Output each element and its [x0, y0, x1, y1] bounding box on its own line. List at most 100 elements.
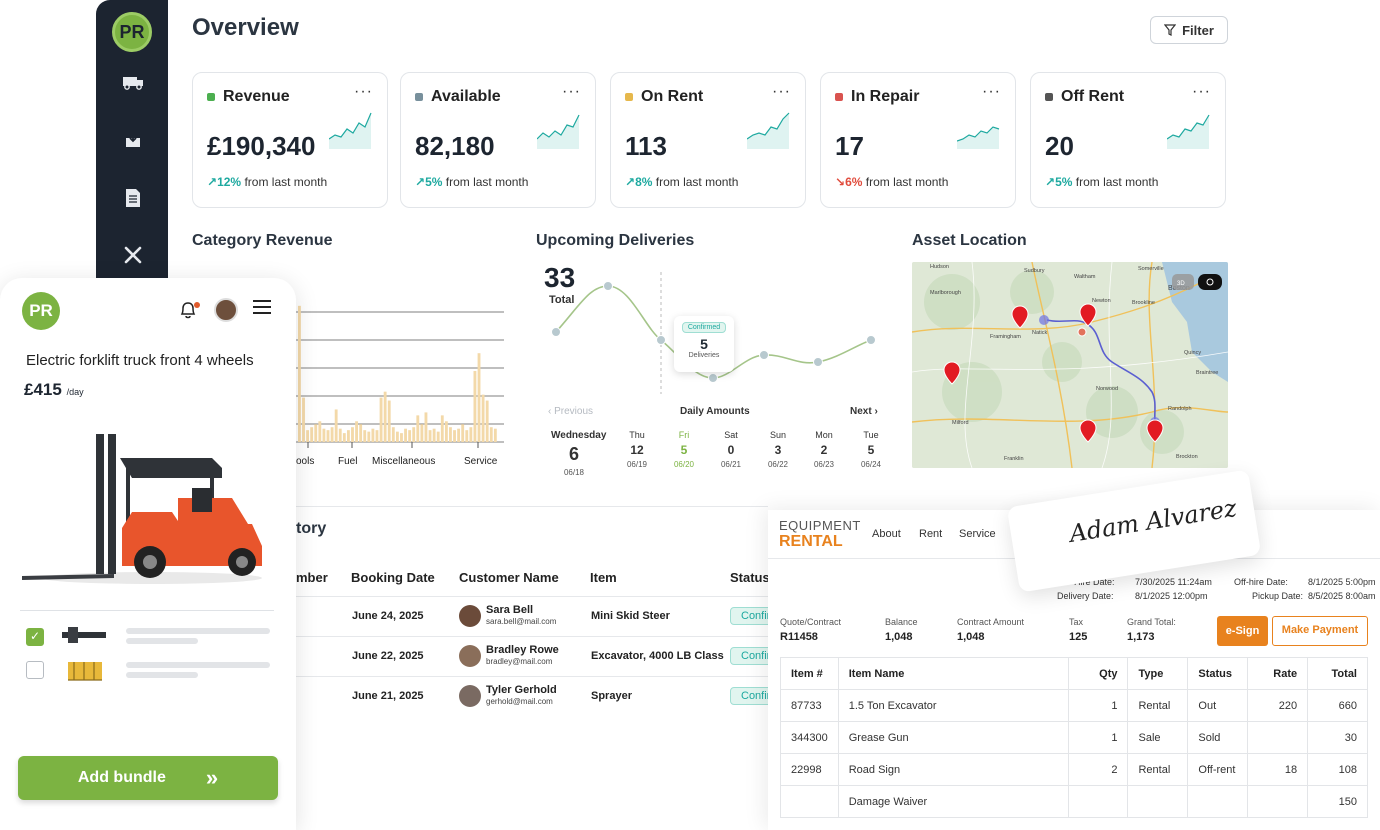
revenue-bar[interactable] [436, 431, 440, 442]
revenue-bar[interactable] [383, 391, 387, 442]
app-logo[interactable]: PR [112, 12, 152, 52]
esign-button[interactable]: e-Sign [1217, 616, 1268, 646]
add-bundle-button[interactable]: Add bundle » [18, 756, 278, 800]
delivery-point[interactable] [866, 335, 876, 345]
col-item[interactable]: Item [590, 570, 617, 585]
map-3d-button[interactable] [1172, 274, 1194, 290]
revenue-bar[interactable] [440, 415, 444, 442]
revenue-bar[interactable] [412, 427, 416, 442]
revenue-bar[interactable] [359, 424, 363, 442]
map-pin-icon[interactable] [1079, 419, 1097, 443]
more-options-icon[interactable]: ··· [982, 83, 1001, 100]
revenue-bar[interactable] [330, 427, 334, 442]
col-rate[interactable]: Rate [1247, 657, 1309, 690]
col-status[interactable]: Status [730, 570, 770, 585]
col-customer-name[interactable]: Customer Name [459, 570, 559, 585]
revenue-bar[interactable] [387, 400, 391, 442]
revenue-bar[interactable] [493, 428, 497, 442]
revenue-bar[interactable] [489, 427, 493, 442]
revenue-bar[interactable] [322, 428, 326, 442]
document-icon[interactable] [122, 188, 144, 208]
stat-card-revenue[interactable]: Revenue ··· £190,340 ↗12% from last month [192, 72, 388, 208]
day-sun[interactable]: Sun 3 06/22 [755, 430, 801, 469]
revenue-bar[interactable] [453, 430, 456, 442]
stat-card-off-rent[interactable]: Off Rent ··· 20 ↗5% from last month [1030, 72, 1226, 208]
previous-link[interactable]: ‹ Previous [548, 406, 594, 417]
revenue-bar[interactable] [395, 431, 399, 442]
day-tue[interactable]: Tue 5 06/24 [848, 430, 894, 469]
table-row[interactable]: Damage Waiver 150 [780, 785, 1368, 818]
download-icon[interactable] [122, 132, 144, 152]
revenue-bar[interactable] [298, 305, 301, 442]
revenue-bar[interactable] [314, 424, 318, 442]
col-qty[interactable]: Qty [1067, 657, 1129, 690]
day-sat[interactable]: Sat 0 06/21 [708, 430, 754, 469]
revenue-bar[interactable] [302, 397, 305, 442]
more-options-icon[interactable]: ··· [354, 83, 373, 100]
mobile-logo[interactable]: PR [22, 292, 60, 330]
delivery-point[interactable] [759, 350, 769, 360]
revenue-bar[interactable] [461, 424, 465, 442]
col-number[interactable]: mber [296, 570, 328, 585]
revenue-bar[interactable] [432, 428, 436, 442]
revenue-bar[interactable] [371, 428, 375, 442]
map-pin-icon[interactable] [943, 361, 961, 385]
table-row[interactable]: June 24, 2025 Sara Bell sara.bell@mail.com… [296, 596, 776, 636]
revenue-bar[interactable] [416, 415, 420, 442]
col-status[interactable]: Status [1187, 657, 1249, 690]
revenue-bar[interactable] [428, 430, 432, 442]
revenue-bar[interactable] [404, 428, 407, 442]
asset-map[interactable]: Hudson Sudbury Waltham Somerville Boston… [912, 262, 1228, 468]
revenue-bar[interactable] [342, 433, 346, 442]
revenue-bar[interactable] [465, 430, 469, 442]
revenue-bar[interactable] [449, 427, 452, 442]
table-row[interactable]: 87733 1.5 Ton Excavator 1 Rental Out 220 660 [780, 689, 1368, 722]
table-row[interactable]: June 21, 2025 Tyler Gerhold gerhold@mail.c… [296, 676, 776, 716]
more-options-icon[interactable]: ··· [772, 83, 791, 100]
map-pin-icon[interactable] [1146, 419, 1164, 443]
avatar[interactable] [214, 298, 238, 322]
day-mon[interactable]: Mon 2 06/23 [801, 430, 847, 469]
bundle-checkbox-unchecked[interactable] [26, 661, 44, 679]
nav-service[interactable]: Service [959, 528, 996, 540]
revenue-bar[interactable] [400, 433, 403, 442]
revenue-bar[interactable] [408, 430, 412, 442]
day-thu[interactable]: Thu 12 06/19 [614, 430, 660, 469]
day-fri[interactable]: Fri 5 06/20 [661, 430, 707, 469]
revenue-bar[interactable] [391, 427, 395, 442]
revenue-bar[interactable] [363, 430, 367, 442]
map-layers-button[interactable] [1198, 274, 1222, 290]
revenue-bar[interactable] [346, 430, 350, 442]
col-booking-date[interactable]: Booking Date [351, 570, 435, 585]
revenue-bar[interactable] [310, 427, 314, 442]
revenue-bar[interactable] [367, 431, 371, 442]
delivery-point[interactable] [813, 357, 823, 367]
col-total[interactable]: Total [1307, 657, 1368, 690]
day-wednesday[interactable]: Wednesday 6 06/18 [551, 430, 606, 477]
revenue-bar[interactable] [351, 427, 354, 442]
bell-icon[interactable] [178, 300, 198, 325]
truck-icon[interactable] [122, 74, 144, 94]
stat-card-in-repair[interactable]: In Repair ··· 17 ↘6% from last month [820, 72, 1016, 208]
table-row[interactable]: June 22, 2025 Bradley Rowe bradley@mail.co… [296, 636, 776, 676]
delivery-point[interactable] [603, 281, 613, 291]
revenue-bar[interactable] [355, 421, 358, 442]
nav-about[interactable]: About [872, 528, 901, 540]
tools-icon[interactable] [122, 245, 144, 265]
more-options-icon[interactable]: ··· [562, 83, 581, 100]
revenue-bar[interactable] [318, 421, 322, 442]
col-type[interactable]: Type [1127, 657, 1189, 690]
revenue-bar[interactable] [375, 430, 379, 442]
col-item-name[interactable]: Item Name [837, 657, 1069, 690]
map-pin-icon[interactable] [1079, 303, 1097, 327]
stat-card-on-rent[interactable]: On Rent ··· 113 ↗8% from last month [610, 72, 806, 208]
revenue-bar[interactable] [457, 428, 461, 442]
delivery-point[interactable] [708, 373, 718, 383]
revenue-bar[interactable] [379, 397, 383, 442]
make-payment-button[interactable]: Make Payment [1272, 616, 1368, 646]
bundle-checkbox-checked[interactable]: ✓ [26, 628, 44, 646]
revenue-bar[interactable] [424, 412, 428, 442]
revenue-bar[interactable] [473, 370, 477, 442]
nav-rent[interactable]: Rent [919, 528, 943, 540]
revenue-bar[interactable] [338, 428, 342, 442]
